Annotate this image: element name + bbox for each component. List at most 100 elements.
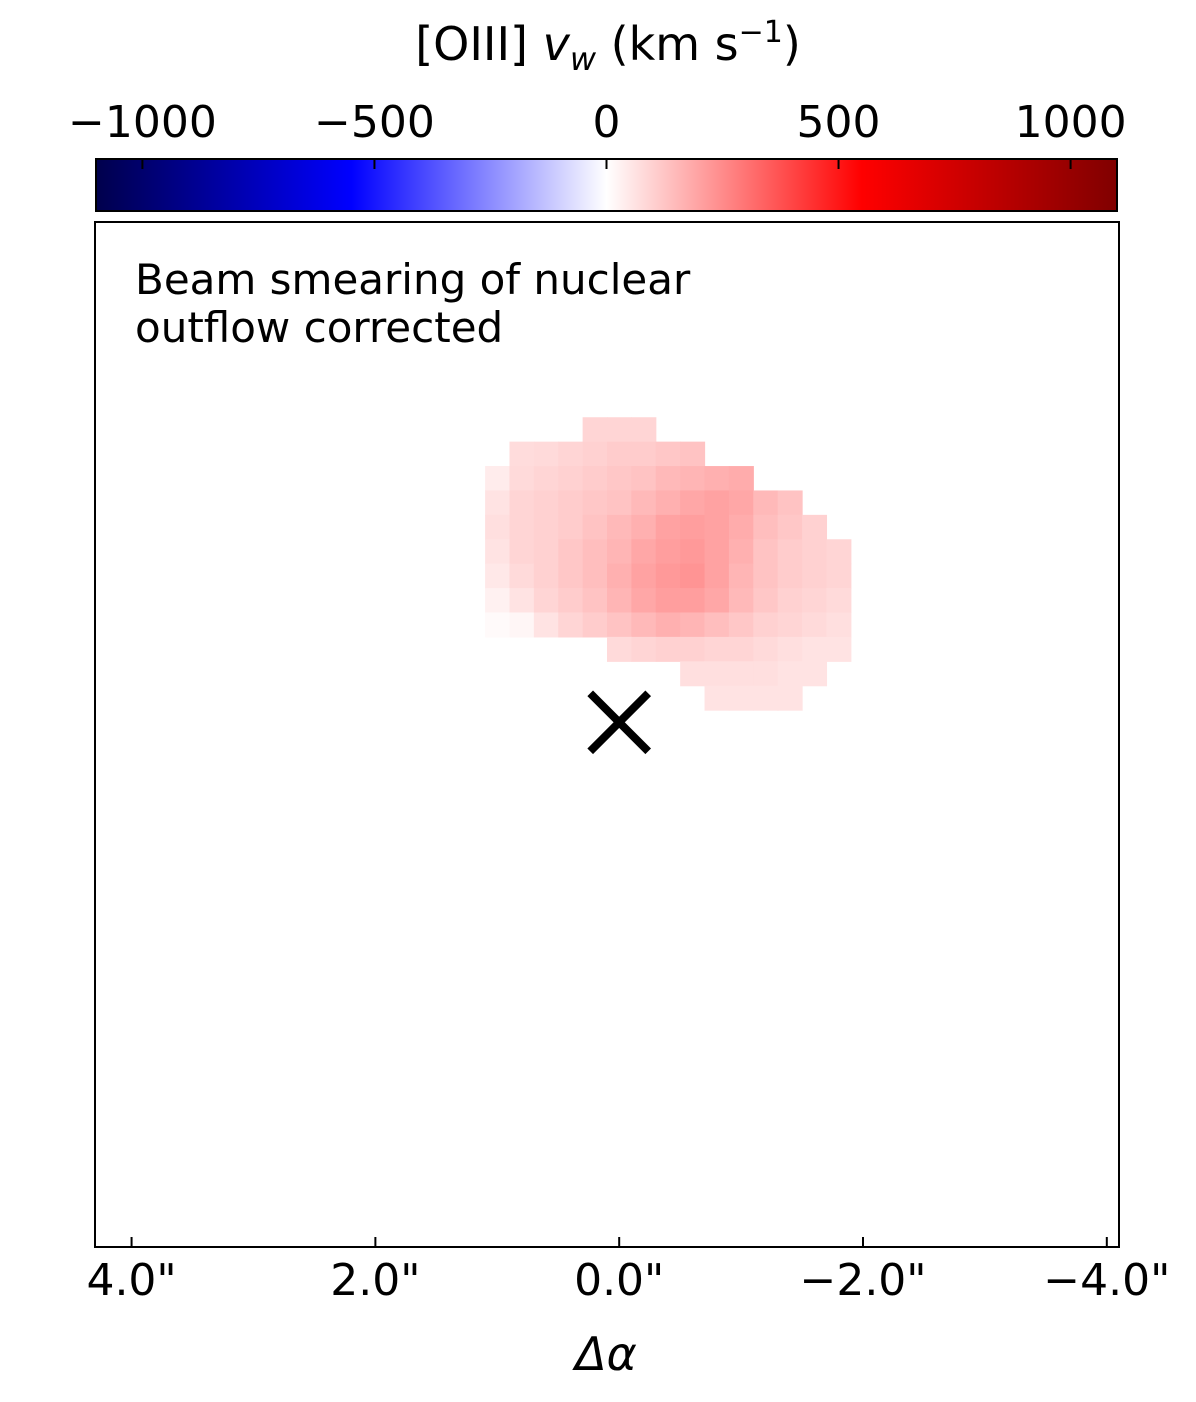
heatmap-cell xyxy=(704,636,730,662)
heatmap-cell xyxy=(509,466,535,492)
heatmap-cell xyxy=(728,636,754,662)
heatmap-cell xyxy=(509,490,535,516)
heatmap-cell xyxy=(582,490,608,516)
heatmap-cell xyxy=(826,588,852,614)
heatmap-cell xyxy=(802,588,828,614)
heatmap-cell xyxy=(777,490,803,516)
heatmap-cell xyxy=(728,612,754,638)
heatmap-cell xyxy=(753,563,779,589)
heatmap-cell xyxy=(582,563,608,589)
colorbar-label-unit: (km s xyxy=(596,17,739,71)
heatmap-cell xyxy=(607,588,632,614)
nucleus-marker xyxy=(587,690,652,755)
heatmap-cell xyxy=(655,490,681,516)
plot-area: Beam smearing of nuclear outflow correct… xyxy=(86,221,1170,1306)
heatmap-cell xyxy=(558,441,584,467)
heatmap-cell xyxy=(802,514,828,540)
plot-frame xyxy=(94,221,1120,1248)
heatmap-cell xyxy=(533,612,559,638)
colorbar-tick-label: −1000 xyxy=(68,97,217,148)
heatmap-cell xyxy=(485,563,511,589)
x-axis-tick-label: 2.0" xyxy=(330,1255,420,1306)
heatmap-cell xyxy=(777,612,803,638)
heatmap-cell xyxy=(485,539,511,565)
heatmap-cell xyxy=(582,588,608,614)
heatmap-cell xyxy=(680,612,706,638)
heatmap-cell xyxy=(728,539,754,565)
heatmap-cell xyxy=(533,563,559,589)
heatmap-cell xyxy=(533,466,559,492)
heatmap-cell xyxy=(558,539,584,565)
annotation-line-2: outflow corrected xyxy=(135,303,503,352)
colorbar-label-prefix: [OIII] xyxy=(415,17,542,71)
heatmap-cell xyxy=(655,636,681,662)
heatmap-cell xyxy=(753,514,779,540)
heatmap-cell xyxy=(582,612,608,638)
heatmap-cell xyxy=(680,636,706,662)
heatmap-cell xyxy=(509,563,535,589)
heatmap-cell xyxy=(753,612,779,638)
heatmap-cell xyxy=(826,612,852,638)
heatmap-cell xyxy=(485,514,511,540)
heatmap-cell xyxy=(802,661,828,687)
heatmap-cell xyxy=(558,612,584,638)
heatmap-cell xyxy=(802,612,828,638)
heatmap-cell xyxy=(607,417,632,443)
heatmap-cell xyxy=(680,441,706,467)
heatmap-cell xyxy=(582,417,608,443)
heatmap-cell xyxy=(728,661,754,687)
heatmap-cell xyxy=(680,661,706,687)
heatmap-cell xyxy=(509,612,535,638)
heatmap-cell xyxy=(802,636,828,662)
heatmap-cell xyxy=(704,539,730,565)
x-axis-tick-label: 4.0" xyxy=(86,1255,176,1306)
heatmap-cell xyxy=(509,588,535,614)
colorbar-tick-label: 0 xyxy=(593,97,621,148)
x-axis-tick-label: 0.0" xyxy=(574,1255,664,1306)
heatmap-cell xyxy=(582,441,608,467)
heatmap-cell xyxy=(802,563,828,589)
heatmap-cell xyxy=(533,490,559,516)
heatmap-cell xyxy=(655,466,681,492)
heatmap-cell xyxy=(728,514,754,540)
annotation-line-1: Beam smearing of nuclear xyxy=(135,255,691,304)
heatmap-cell xyxy=(655,514,681,540)
heatmap-cell xyxy=(777,563,803,589)
heatmap-cell xyxy=(631,514,657,540)
heatmap-cell xyxy=(704,490,730,516)
heatmap-cell xyxy=(558,588,584,614)
colorbar-label-close: ) xyxy=(783,17,801,71)
annotation: Beam smearing of nuclear outflow correct… xyxy=(135,255,704,352)
heatmap-cell xyxy=(826,636,852,662)
heatmap-cell xyxy=(631,563,657,589)
colorbar-tick-label: 500 xyxy=(797,97,881,148)
heatmap-cell xyxy=(631,612,657,638)
heatmap-cell xyxy=(631,636,657,662)
heatmap-cell xyxy=(607,514,632,540)
heatmap-cell xyxy=(704,612,730,638)
heatmap-cell xyxy=(607,636,632,662)
heatmap-cell xyxy=(607,539,632,565)
heatmap-cell xyxy=(826,539,852,565)
heatmap-cell xyxy=(485,588,511,614)
heatmap-layer xyxy=(485,417,852,711)
heatmap-cell xyxy=(704,514,730,540)
heatmap-cell xyxy=(607,466,632,492)
nucleus-marker-stroke xyxy=(587,690,652,755)
heatmap-cell xyxy=(533,441,559,467)
heatmap-cell xyxy=(777,636,803,662)
heatmap-cell xyxy=(680,490,706,516)
heatmap-cell xyxy=(680,539,706,565)
heatmap-cell xyxy=(753,539,779,565)
heatmap-cell xyxy=(777,539,803,565)
heatmap-cell xyxy=(655,563,681,589)
heatmap-cell xyxy=(582,514,608,540)
heatmap-cell xyxy=(704,685,730,711)
heatmap-cell xyxy=(607,563,632,589)
heatmap-cell xyxy=(753,685,779,711)
heatmap-cell xyxy=(777,685,803,711)
heatmap-cell xyxy=(704,661,730,687)
heatmap-cell xyxy=(655,612,681,638)
heatmap-cell xyxy=(533,539,559,565)
